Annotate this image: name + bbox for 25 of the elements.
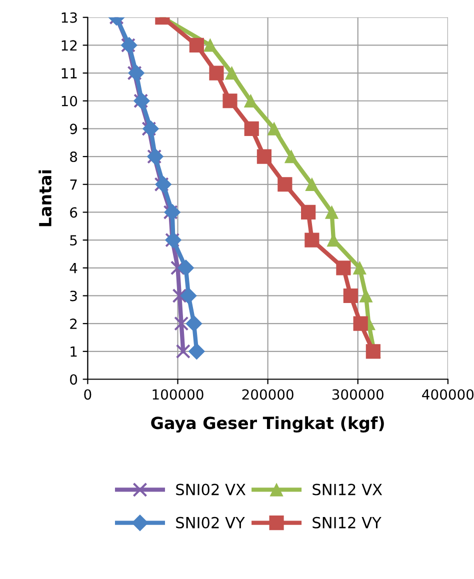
x-tick-label: 300000 bbox=[332, 389, 384, 400]
y-tick-label: 7 bbox=[70, 180, 77, 190]
x-tick-label: 200000 bbox=[242, 389, 294, 400]
y-tick-label: 5 bbox=[70, 235, 77, 246]
legend-label: SNI02 VX bbox=[176, 484, 246, 496]
x-axis-title: Gaya Geser Tingkat (kgf) bbox=[151, 416, 384, 433]
legend-label: SNI12 VY bbox=[312, 516, 382, 528]
x-tick-label: 400000 bbox=[422, 389, 474, 400]
legend-label: SNI02 VY bbox=[176, 516, 245, 528]
y-tick-label: 13 bbox=[62, 12, 77, 23]
x-tick-label: 100000 bbox=[152, 389, 204, 400]
y-tick-label: 10 bbox=[62, 96, 78, 106]
y-axis-title: Lantai bbox=[38, 170, 52, 226]
x-tick-label: 0 bbox=[84, 389, 92, 400]
y-tick-label: 11 bbox=[62, 68, 77, 78]
y-tick-label: 3 bbox=[70, 290, 77, 302]
y-tick-label: 0 bbox=[70, 374, 78, 385]
legend-label: SNI12 VX bbox=[312, 484, 382, 496]
y-tick-label: 6 bbox=[70, 207, 78, 218]
y-tick-label: 8 bbox=[70, 152, 78, 162]
y-tick-label: 12 bbox=[62, 40, 77, 50]
y-tick-label: 9 bbox=[70, 124, 77, 134]
y-tick-label: 1 bbox=[70, 346, 77, 357]
y-tick-label: 4 bbox=[70, 263, 78, 274]
y-tick-label: 2 bbox=[70, 318, 77, 329]
